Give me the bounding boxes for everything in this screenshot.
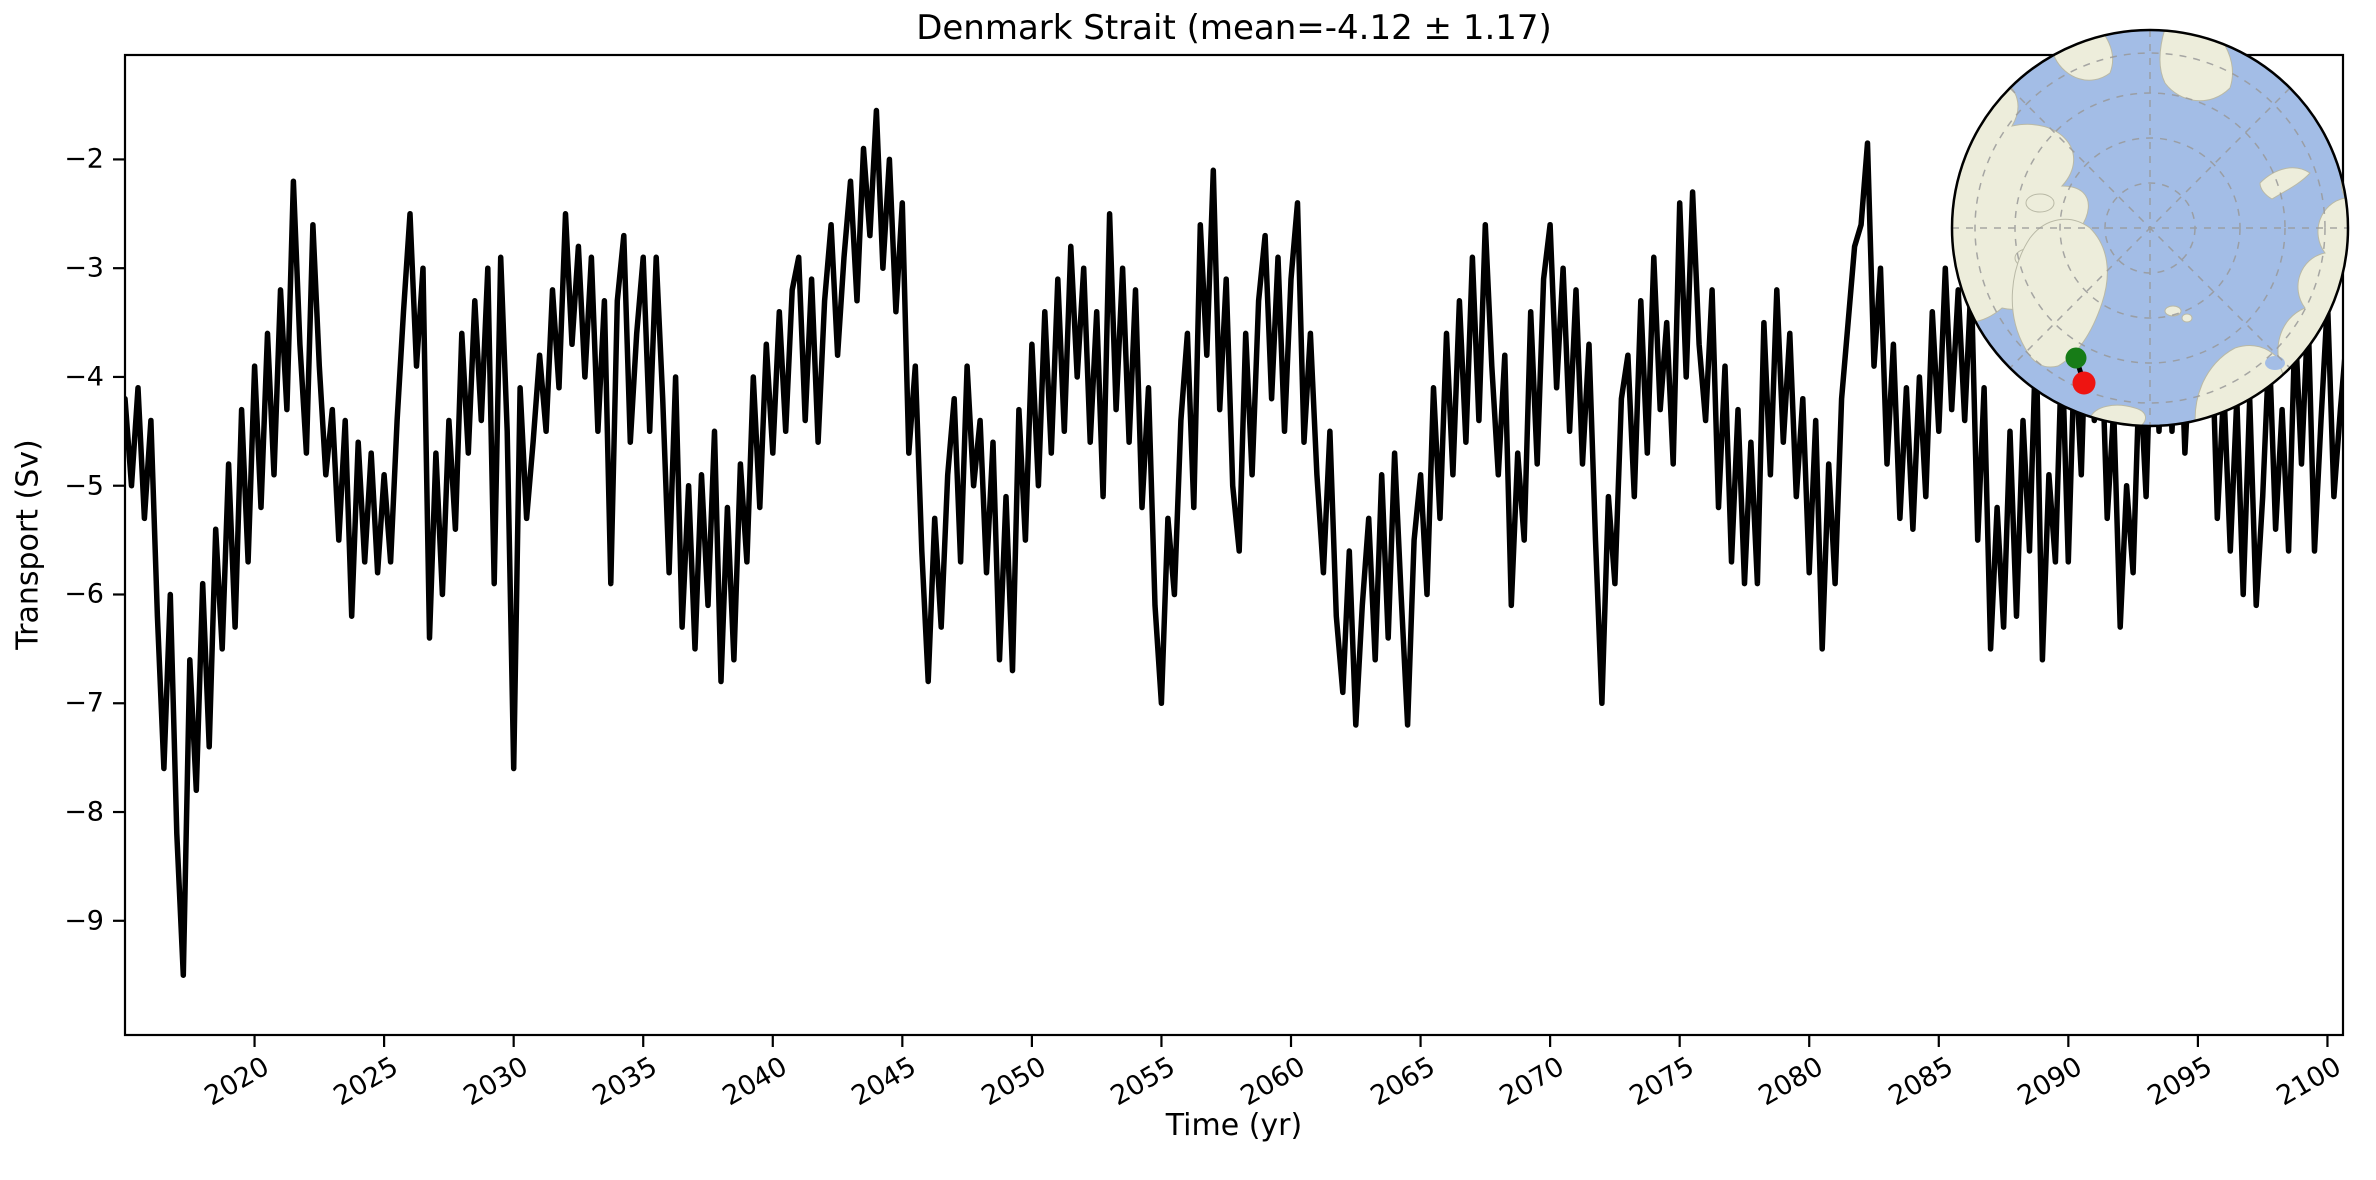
transport-line	[125, 107, 2343, 978]
y-tick-label: −4	[64, 361, 104, 393]
map-graticule	[1952, 30, 2348, 426]
map-land-novaya-zemlya	[2259, 167, 2311, 200]
map-landmasses	[1952, 30, 2348, 426]
x-axis-label: Time (yr)	[1165, 1108, 1303, 1143]
map-white-sea	[2265, 356, 2285, 370]
y-tick-label: −2	[64, 143, 104, 175]
y-tick-label: −5	[64, 470, 104, 502]
map-land-arctic-island	[2025, 193, 2055, 213]
map-land-greenland	[2011, 218, 2108, 368]
map-land-svalbard	[2181, 313, 2193, 323]
section-start-marker	[2065, 347, 2087, 369]
y-axis-label: Transport (Sv)	[10, 439, 46, 650]
y-tick-label: −6	[64, 578, 104, 610]
map-border-circle	[1950, 28, 2350, 428]
section-end-marker	[2072, 371, 2096, 395]
y-tick-label: −3	[64, 252, 104, 284]
y-tick-label: −8	[64, 796, 104, 828]
arctic-inset-map	[1950, 28, 2350, 428]
plot-title: Denmark Strait (mean=-4.12 ± 1.17)	[916, 8, 1552, 48]
y-tick-label: −9	[64, 905, 104, 937]
axes-spines	[123, 53, 2345, 1037]
y-tick-label: −7	[64, 687, 104, 719]
